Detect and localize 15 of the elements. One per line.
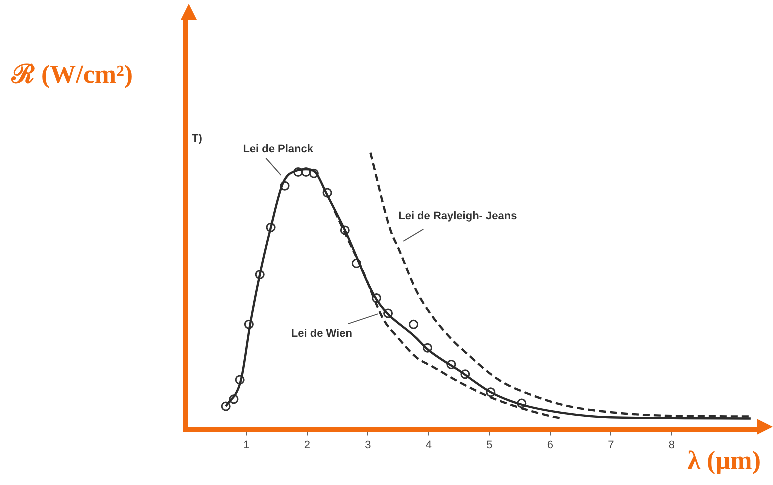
x-tick-label: 2 bbox=[304, 439, 311, 452]
series-label: Lei de Rayleigh- Jeans bbox=[398, 210, 518, 222]
series-label: Lei de Planck bbox=[243, 143, 314, 156]
x-tick-label: 3 bbox=[365, 439, 372, 452]
x-tick-label: 6 bbox=[547, 439, 554, 452]
x-tick-label: 4 bbox=[426, 439, 432, 452]
x-tick-label: 8 bbox=[668, 439, 676, 452]
text: Lei de Wien bbox=[291, 328, 353, 340]
x-tick-label: 5 bbox=[486, 439, 493, 452]
y-axis-title: ℛ (W/cm²) bbox=[12, 59, 134, 91]
x-tick-label: 7 bbox=[608, 439, 614, 452]
text: T) bbox=[192, 133, 203, 145]
point bbox=[409, 320, 419, 330]
x-axis-title: λ (µm) bbox=[688, 446, 761, 476]
x-tick-label: 1 bbox=[244, 439, 250, 452]
